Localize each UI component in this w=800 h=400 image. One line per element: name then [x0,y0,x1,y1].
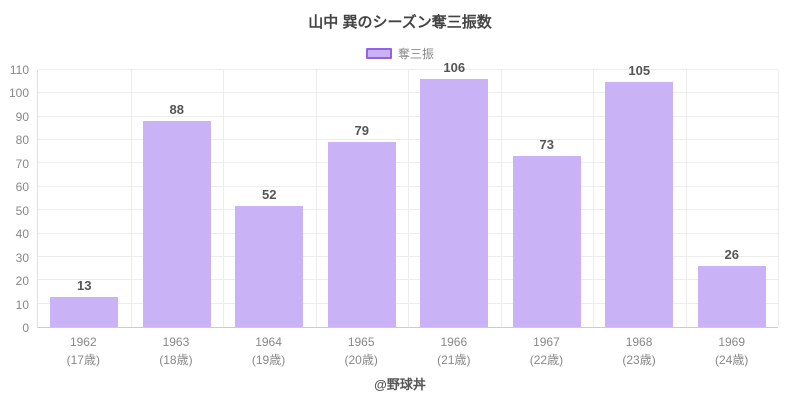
x-category-age: (21歳) [437,353,471,367]
bar-value-label: 73 [539,137,554,153]
x-category-label: 1967 (22歳) [500,333,593,369]
x-axis: 1962 (17歳) 1963 (18歳) 1964 (19歳) 1965 (20歳) 1966… [37,333,778,371]
x-category-label: 1962 (17歳) [37,333,130,369]
bar-cell: 88 [131,70,224,327]
plot-area: 13 88 52 79 106 73 105 26 [37,60,779,328]
v-gridline [315,70,317,327]
legend-label: 奪三振 [397,47,434,61]
bar-cell: 52 [223,70,316,327]
x-category-age: (19歳) [251,353,286,367]
y-tick-label: 40 [15,227,29,242]
h-gridline [38,69,778,70]
bar-1967[interactable] [512,156,581,327]
bar-value-label: 13 [77,277,92,293]
v-gridline [223,70,224,327]
bar-1965[interactable] [327,142,396,327]
x-category-year: 1967 [533,335,560,349]
bar-cell: 13 [38,70,131,327]
y-tick-label: 20 [15,274,29,289]
x-category-label: 1963 (18歳) [130,333,223,369]
y-tick-label: 70 [15,156,29,171]
bar-1969[interactable] [697,266,766,327]
y-tick-label: 50 [15,203,29,218]
y-tick-label: 90 [15,109,29,124]
footer-credit: @野球丼 [374,377,426,392]
bar-cell: 79 [316,70,409,327]
x-category-label: 1969 (24歳) [685,333,778,369]
x-category-age: (18歳) [159,353,193,367]
bar-cell: 105 [593,63,686,327]
y-tick-label: 30 [15,250,29,265]
x-category-label: 1968 (23歳) [593,333,686,369]
y-axis: 0 10 20 30 40 50 60 70 80 90 100 110 [0,63,31,335]
x-category-label: 1964 (19歳) [222,333,315,369]
v-gridline [778,70,779,327]
bar-1964[interactable] [235,205,303,327]
x-category-year: 1965 [347,335,375,349]
v-gridline [685,70,687,327]
x-category-age: (23歳) [622,353,656,367]
bar-1968[interactable] [605,81,673,327]
x-category-age: (24歳) [715,353,749,367]
bar-value-label: 26 [724,247,739,263]
x-category-year: 1964 [255,335,282,349]
x-category-year: 1966 [440,335,468,349]
x-category-year: 1963 [162,335,190,349]
x-category-age: (22歳) [529,353,564,367]
v-gridline [408,70,409,327]
y-tick-label: 80 [15,133,29,148]
v-gridline [130,70,132,327]
bar-1962[interactable] [50,296,118,327]
bar-value-label: 79 [354,123,369,139]
y-tick-label: 10 [15,297,29,312]
x-category-label: 1965 (20歳) [315,333,408,369]
v-gridline [500,70,502,327]
legend-swatch-icon [365,48,392,59]
bar-cell: 26 [686,70,779,327]
x-category-year: 1969 [718,335,746,349]
bar-value-label: 105 [628,62,651,78]
bar-value-label: 52 [262,186,277,202]
x-category-label: 1966 (21歳) [408,333,501,369]
x-category-age: (17歳) [66,353,100,367]
x-category-age: (20歳) [344,353,378,367]
bar-value-label: 88 [169,102,184,118]
y-tick-label: 110 [9,63,29,77]
legend-item[interactable]: 奪三振 [365,45,434,62]
y-tick-label: 0 [22,321,29,335]
x-category-year: 1962 [69,335,97,349]
bar-cell: 73 [501,70,594,327]
y-tick-label: 60 [15,180,29,195]
chart-title: 山中 巽のシーズン奪三振数 [308,14,492,31]
bar-1963[interactable] [142,121,211,327]
bar-value-label: 106 [443,60,466,76]
bar-1966[interactable] [420,79,488,327]
bar-cell: 106 [408,60,501,327]
legend: 奪三振 [0,45,800,62]
x-category-year: 1968 [625,335,653,349]
y-tick-label: 100 [8,86,29,101]
v-gridline [593,70,594,327]
